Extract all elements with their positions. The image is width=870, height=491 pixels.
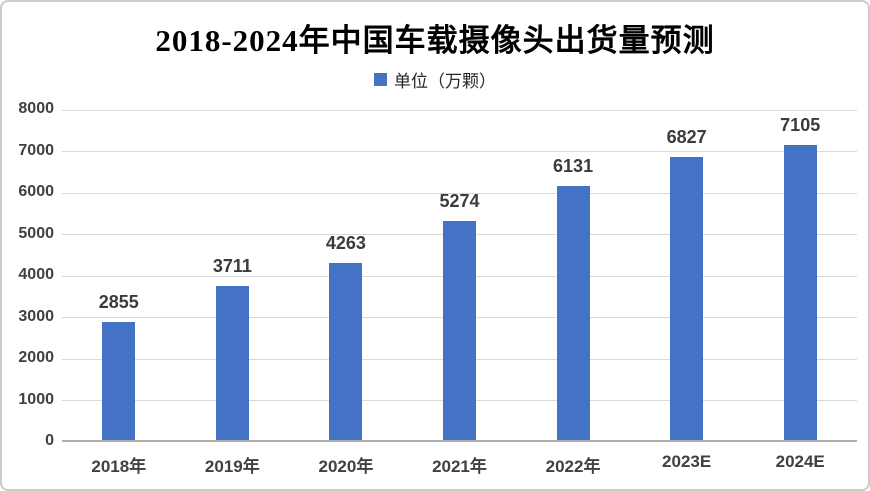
gridline (62, 109, 857, 111)
legend-label: 单位（万颗） (394, 72, 496, 91)
bar-2023E (670, 157, 704, 440)
gridline (62, 151, 857, 152)
legend: 单位（万颗） (2, 67, 868, 92)
x-axis-label: 2019年 (204, 457, 260, 476)
bar-2021年 (443, 221, 476, 440)
y-axis: 0 1000 2000 3000 4000 5000 6000 7000 8000 (2, 2, 54, 491)
y-tick-label: 3000 (18, 307, 54, 325)
bar-value-label: 6131 (553, 156, 594, 176)
chart-title: 2018-2024年中国车载摄像头出货量预测 (155, 23, 715, 58)
y-tick-label: 7000 (18, 141, 54, 159)
bar-value-label: 6827 (666, 127, 707, 147)
plot-area: 2855 3711 4263 5274 6131 6827 7105 (62, 109, 857, 442)
bar-value-label: 5274 (439, 191, 480, 211)
y-tick-label: 5000 (18, 224, 54, 242)
bar-value-label: 3711 (212, 256, 252, 276)
bar-2024E (783, 145, 817, 440)
x-axis-label: 2024E (775, 452, 825, 471)
y-tick-label: 6000 (18, 183, 54, 200)
x-axis-label: 2022年 (545, 457, 601, 476)
y-tick-label: 0 (45, 432, 54, 449)
y-tick-label: 1000 (18, 390, 54, 408)
x-axis-label: 2023E (662, 452, 712, 471)
bar-2022年 (556, 186, 590, 440)
x-axis-label: 2018年 (91, 457, 147, 476)
x-axis: 2018年 2019年 2020年 2021年 2022年 2023E 2024E (62, 452, 857, 482)
legend-color-swatch-icon (374, 73, 387, 86)
y-tick-label: 8000 (18, 100, 54, 117)
bar-value-label: 7105 (780, 115, 821, 135)
bar-value-label: 2855 (98, 292, 139, 312)
bar-2018年 (102, 322, 136, 440)
bar-2019年 (215, 286, 249, 440)
y-tick-label: 4000 (18, 266, 54, 283)
x-axis-label: 2020年 (318, 457, 374, 476)
y-tick-label: 2000 (18, 349, 54, 366)
bar-value-label: 4263 (325, 233, 366, 253)
x-axis-label: 2021年 (432, 457, 487, 476)
bar-2020年 (329, 263, 363, 440)
